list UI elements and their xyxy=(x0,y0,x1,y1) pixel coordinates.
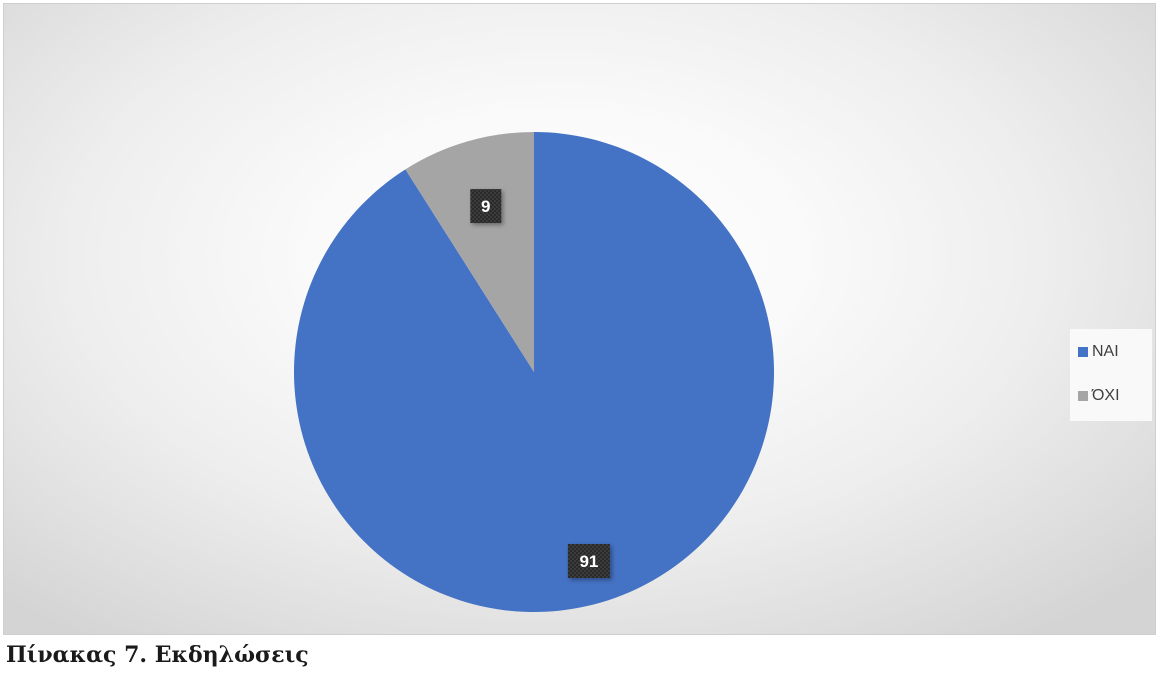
pie-slices xyxy=(294,132,774,612)
legend-label-nai: ΝΑΙ xyxy=(1092,343,1119,360)
legend-item-nai: ΝΑΙ xyxy=(1078,343,1119,361)
legend-swatch-nai xyxy=(1078,347,1088,357)
chart-area: 91 9 ΝΑΙ ΌΧΙ xyxy=(3,3,1156,635)
legend-item-oxi: ΌΧΙ xyxy=(1078,387,1120,405)
data-labels: 91 9 xyxy=(470,189,610,578)
data-label-nai: 91 xyxy=(567,543,610,578)
caption: Πίνακας 7. Εκδηλώσεις xyxy=(6,642,309,668)
pie-chart: 91 9 xyxy=(294,132,774,612)
legend: ΝΑΙ ΌΧΙ xyxy=(1070,329,1152,421)
data-label-oxi: 9 xyxy=(470,189,502,224)
pie-slice-oxi xyxy=(405,132,534,372)
legend-label-oxi: ΌΧΙ xyxy=(1092,387,1120,404)
legend-swatch-oxi xyxy=(1078,391,1088,401)
data-label-text: 91 xyxy=(579,552,598,571)
data-label-box xyxy=(470,189,502,224)
data-label-box xyxy=(567,543,610,578)
data-label-text: 9 xyxy=(481,197,490,216)
